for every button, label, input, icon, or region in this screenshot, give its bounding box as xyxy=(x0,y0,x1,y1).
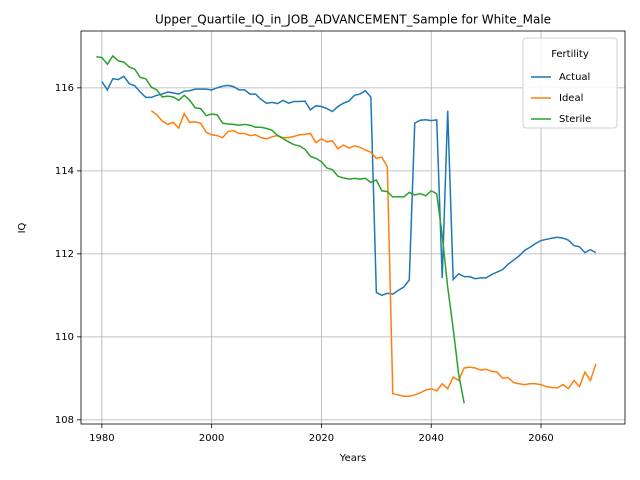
line-series xyxy=(96,54,465,404)
y-tick-label: 110 xyxy=(55,332,74,343)
legend-label: Ideal xyxy=(559,93,583,104)
x-tick-label: 2000 xyxy=(199,433,224,444)
x-tick-label: 2060 xyxy=(528,433,553,444)
x-tick-label: 2040 xyxy=(418,433,443,444)
legend-label: Sterile xyxy=(559,114,591,125)
legend-title: Fertility xyxy=(551,49,589,60)
chart-title: Upper_Quartile_IQ_in_JOB_ADVANCEMENT_Sam… xyxy=(155,13,551,27)
legend-box xyxy=(522,37,618,129)
y-tick-label: 108 xyxy=(55,415,74,426)
y-tick-label: 114 xyxy=(55,166,74,177)
plot-frame xyxy=(80,30,626,425)
x-tick-label: 2020 xyxy=(309,433,334,444)
x-tick-label: 1980 xyxy=(89,433,114,444)
x-axis-label: Years xyxy=(339,453,366,464)
legend: Fertility Actual Ideal Sterile xyxy=(522,37,618,129)
legend-label: Actual xyxy=(559,72,590,83)
line-series xyxy=(101,75,597,297)
y-tick-label: 112 xyxy=(55,249,74,260)
y-axis-label: IQ xyxy=(17,222,28,233)
y-tick-label: 116 xyxy=(55,83,74,94)
line-series xyxy=(150,110,597,397)
